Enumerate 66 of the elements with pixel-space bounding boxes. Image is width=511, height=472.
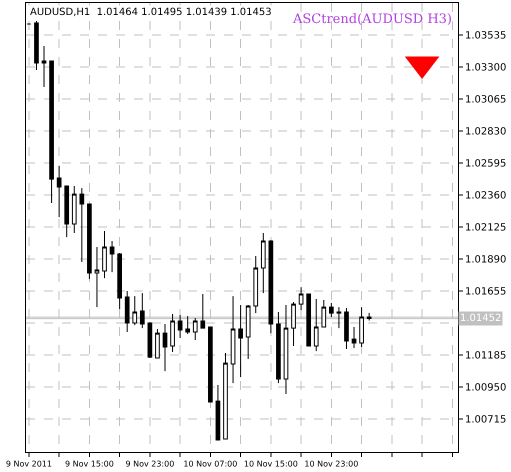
- y-tick-label: 1.01185: [465, 350, 506, 362]
- candlestick: [110, 240, 114, 273]
- x-tick-label: 9 Nov 2011: [6, 460, 52, 469]
- candlestick: [72, 186, 77, 234]
- candlestick: [284, 304, 288, 394]
- candlestick: [260, 232, 266, 294]
- y-tick-label: 1.01655: [465, 286, 506, 298]
- candlestick: [148, 322, 152, 359]
- chart-title: AUDUSD,H1 1.01464 1.01495 1.01439 1.01453: [30, 7, 272, 18]
- candlestick: [64, 186, 70, 238]
- y-tick-label: 1.00715: [465, 414, 506, 426]
- candlestick: [124, 290, 130, 333]
- candlestick: [344, 308, 349, 350]
- y-tick-label: 1.02830: [465, 126, 506, 138]
- candlestick: [49, 60, 54, 204]
- candlestick: [366, 312, 372, 321]
- candlestick: [238, 304, 243, 378]
- candlestick: [216, 384, 220, 441]
- candlestick: [321, 300, 326, 328]
- candlestick: [162, 323, 168, 372]
- candlestick: [208, 326, 213, 403]
- candlestick: [276, 312, 281, 384]
- candlestick: [298, 286, 304, 311]
- candlestick: [34, 20, 39, 70]
- candlestick: [329, 302, 334, 318]
- y-tick-label: 1.02595: [465, 158, 506, 170]
- candlestick: [87, 204, 92, 280]
- x-tick-label: 10 Nov 15:00: [244, 460, 298, 469]
- candlestick: [291, 302, 296, 347]
- candlestick: [102, 230, 107, 279]
- x-tick-label: 9 Nov 23:00: [125, 460, 174, 469]
- candlestick: [185, 316, 190, 335]
- y-tick-label: 1.02125: [465, 222, 506, 234]
- candlestick: [192, 317, 198, 341]
- candlestick: [314, 298, 319, 352]
- candlestick: [336, 306, 342, 329]
- candlestick: [170, 314, 175, 353]
- annotation: ASCtrend(AUDUSD H3): [292, 12, 452, 27]
- candlestick: [230, 296, 236, 384]
- candlestick: [94, 246, 100, 308]
- candlestick: [223, 352, 228, 440]
- candlestick: [140, 292, 145, 329]
- candlestick: [117, 252, 122, 310]
- y-tick-label: 1.03065: [465, 94, 506, 106]
- y-tick-label: 1.02360: [465, 190, 506, 202]
- candlestick: [359, 306, 364, 348]
- candlestick: [352, 326, 356, 349]
- y-tick-label: 1.01890: [465, 254, 506, 266]
- candlestick: [253, 256, 258, 314]
- ref-line-label: 1.01452: [460, 313, 502, 324]
- candlestick: [178, 314, 182, 339]
- candlestick: [56, 166, 62, 218]
- candlestick: [79, 188, 84, 263]
- y-tick-label: 1.00950: [465, 382, 506, 394]
- candlestick: [42, 46, 46, 88]
- x-tick-label: 10 Nov 07:00: [183, 460, 238, 469]
- candlestick: [200, 294, 206, 329]
- candlestick: [268, 240, 274, 334]
- x-tick-label: 9 Nov 15:00: [64, 460, 114, 469]
- y-tick-label: 1.03300: [465, 62, 506, 74]
- x-tick-label: 10 Nov 23:00: [304, 460, 358, 469]
- candlestick: [132, 296, 138, 326]
- candlestick: [306, 294, 312, 347]
- candlestick: [246, 304, 251, 360]
- y-tick-label: 1.03535: [465, 30, 506, 42]
- candlestick: [155, 328, 160, 359]
